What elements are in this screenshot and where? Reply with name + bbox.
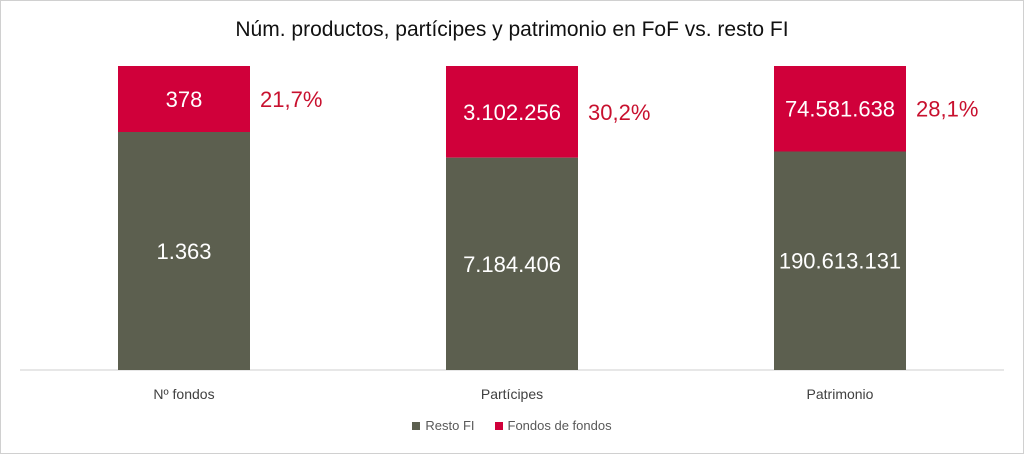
- legend-label-fondos-de-fondos: Fondos de fondos: [507, 418, 612, 433]
- data-label-fondos-de-fondos-patrimonio: 74.581.638: [785, 97, 895, 122]
- category-label-n-fondos: Nº fondos: [153, 386, 214, 402]
- bar-fondos-de-fondos-participes: [446, 66, 578, 158]
- bar-resto-fi-n-fondos: [118, 132, 250, 370]
- data-label-resto-fi-patrimonio: 190.613.131: [779, 249, 901, 274]
- bar-resto-fi-participes: [446, 157, 578, 370]
- bar-fondos-de-fondos-n-fondos: [118, 66, 250, 133]
- legend-label-resto-fi: Resto FI: [425, 418, 475, 433]
- bar-fondos-de-fondos-patrimonio: [774, 66, 906, 152]
- share-label-n-fondos: 21,7%: [260, 87, 322, 112]
- bar-resto-fi-patrimonio: [774, 151, 906, 370]
- category-label-participes: Partícipes: [481, 386, 543, 402]
- data-label-fondos-de-fondos-participes: 3.102.256: [463, 100, 561, 125]
- legend-swatch-resto-fi: [412, 421, 421, 430]
- legend: Resto FI Fondos de fondos: [0, 418, 1024, 433]
- share-label-patrimonio: 28,1%: [916, 97, 978, 122]
- data-label-resto-fi-n-fondos: 1.363: [156, 239, 211, 264]
- legend-item-resto-fi: Resto FI: [412, 418, 475, 433]
- legend-item-fondos-de-fondos: Fondos de fondos: [494, 418, 612, 433]
- chart-title: Núm. productos, partícipes y patrimonio …: [235, 18, 789, 41]
- data-label-resto-fi-participes: 7.184.406: [463, 252, 561, 277]
- data-label-fondos-de-fondos-n-fondos: 378: [166, 87, 203, 112]
- category-label-patrimonio: Patrimonio: [807, 386, 874, 402]
- share-label-participes: 30,2%: [588, 100, 650, 125]
- legend-swatch-fondos-de-fondos: [494, 421, 503, 430]
